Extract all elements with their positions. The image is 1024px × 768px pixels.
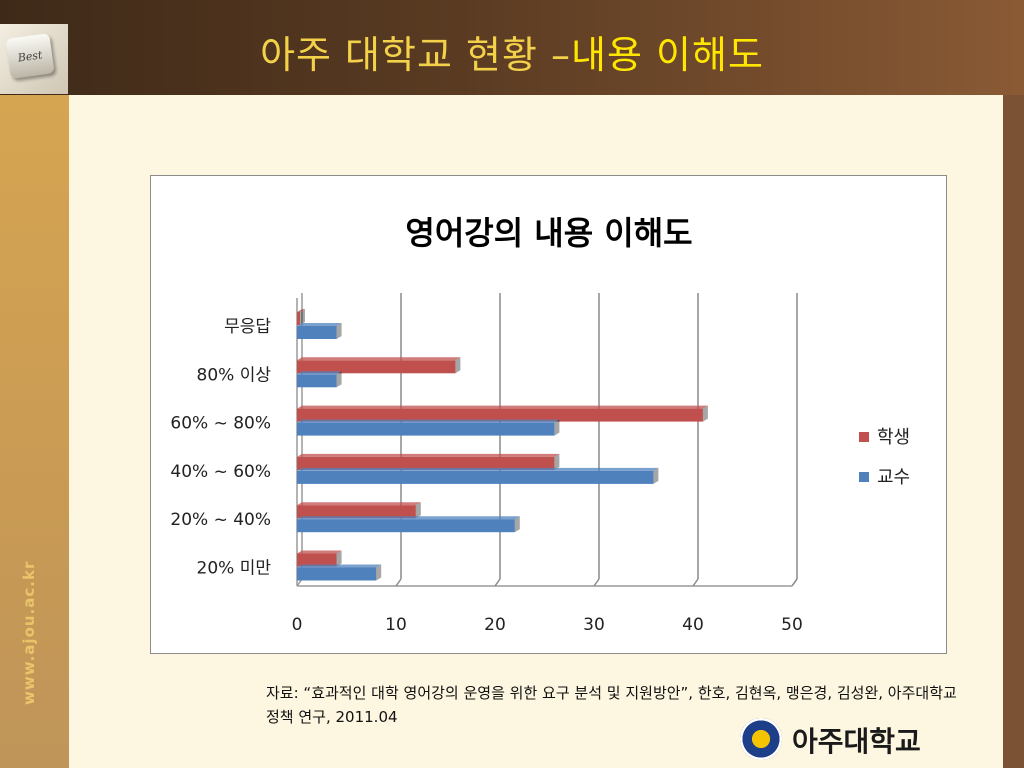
- bar-top-face: [297, 323, 342, 326]
- x-tick-label: 30: [583, 615, 605, 635]
- x-tick-label: 50: [781, 615, 803, 635]
- legend-swatch: [859, 432, 869, 442]
- chart-frame: 영어강의 내용 이해도 0 10 20 30 40 50 무응답 80% 이상 60% ~ 80%…: [150, 175, 947, 654]
- bar-side-face: [702, 405, 708, 422]
- category-label: 무응답: [224, 317, 271, 337]
- bar-top-face: [297, 467, 659, 471]
- source-citation: 자료: “효과적인 대학 영어강의 운영을 위한 요구 분석 및 지원방안”, …: [266, 684, 957, 726]
- bar-side-face: [336, 323, 342, 339]
- bar-side-face: [415, 502, 421, 519]
- bar-top-face: [297, 502, 421, 506]
- bar-side-face: [336, 371, 342, 388]
- bar-side-face: [299, 309, 305, 325]
- slide-title: 아주 대학교 현황 –내용 이해도: [0, 24, 1024, 79]
- bar-top-face: [297, 516, 520, 520]
- bar-professor: [297, 326, 337, 339]
- category-label: 20% 미만: [197, 559, 272, 579]
- category-label: 20% ~ 40%: [170, 510, 271, 530]
- bar-side-face: [376, 564, 382, 581]
- bar-top-face: [297, 405, 708, 409]
- bar-student: [297, 505, 416, 519]
- side-url: www.ajou.ac.kr: [20, 560, 38, 705]
- bar-top-face: [297, 564, 382, 568]
- legend-label: 학생: [877, 427, 910, 448]
- title-bar: [0, 0, 1024, 95]
- bar-side-face: [336, 550, 342, 567]
- bar-top-face: [297, 550, 342, 554]
- category-label: 40% ~ 60%: [170, 462, 271, 482]
- gridline-floor: [791, 578, 798, 587]
- bar-professor: [297, 374, 337, 388]
- x-tick-label: 0: [292, 615, 303, 635]
- right-side-bar: [1003, 95, 1024, 768]
- bar-student: [297, 456, 555, 470]
- gridline-floor: [494, 578, 501, 587]
- bottom-area: [69, 725, 1003, 768]
- bar-side-face: [455, 357, 461, 374]
- bar-top-face: [297, 357, 461, 361]
- title-highlight: 내용 이해도: [571, 33, 764, 77]
- university-logo: 아주대학교: [740, 718, 950, 762]
- bar-top-face: [297, 371, 342, 375]
- gridline-floor: [692, 578, 699, 587]
- bar-professor: [297, 567, 377, 581]
- x-tick-label: 40: [682, 615, 704, 635]
- bar-professor: [297, 422, 555, 436]
- bar-top-face: [297, 309, 305, 312]
- bar-top-face: [297, 419, 560, 423]
- bar-side-face: [653, 467, 659, 484]
- bar-student: [297, 360, 456, 374]
- bar-student: [297, 553, 337, 567]
- gridline-floor: [593, 578, 600, 587]
- bar-side-face: [514, 516, 520, 533]
- legend-label: 교수: [877, 467, 910, 488]
- bar-professor: [297, 519, 515, 533]
- legend-swatch: [859, 472, 869, 482]
- category-label: 80% 이상: [197, 365, 272, 385]
- bar-professor: [297, 470, 654, 484]
- left-side-bar: [0, 95, 69, 768]
- category-label: 60% ~ 80%: [170, 414, 271, 434]
- university-name: 아주대학교: [792, 725, 921, 758]
- gridline-floor: [395, 578, 402, 587]
- bar-side-face: [554, 453, 560, 470]
- bar-chart: 영어강의 내용 이해도 0 10 20 30 40 50 무응답 80% 이상 60% ~ 80%…: [170, 214, 910, 635]
- best-key-logo: Best: [0, 24, 68, 94]
- bar-top-face: [297, 453, 560, 457]
- title-main: 아주 대학교 현황 –: [260, 33, 572, 77]
- chart-title: 영어강의 내용 이해도: [405, 214, 692, 252]
- bar-student: [297, 408, 703, 422]
- bar-side-face: [554, 419, 560, 436]
- x-tick-label: 20: [484, 615, 506, 635]
- x-tick-label: 10: [385, 615, 407, 635]
- university-seal-icon: [740, 718, 782, 760]
- bar-student: [297, 312, 300, 325]
